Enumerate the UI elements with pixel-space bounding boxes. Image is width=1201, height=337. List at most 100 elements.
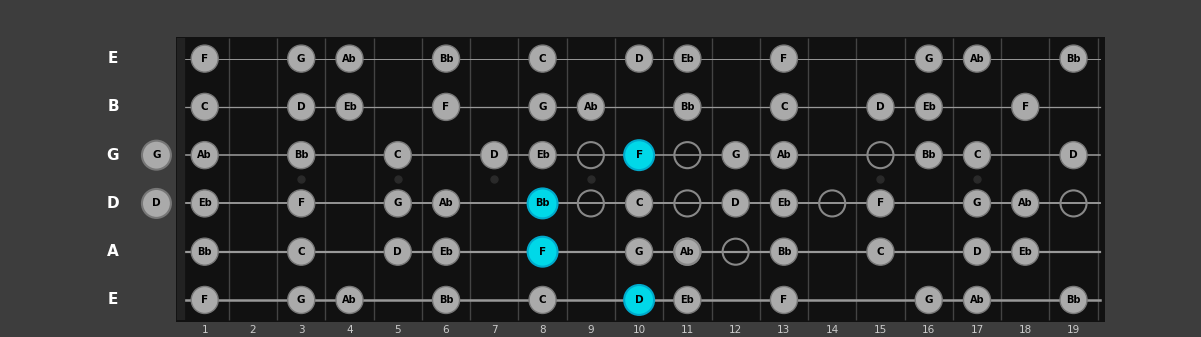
Text: D: D <box>877 102 885 112</box>
Text: Eb: Eb <box>777 198 790 208</box>
Circle shape <box>1060 286 1087 313</box>
Circle shape <box>867 190 894 217</box>
Text: 6: 6 <box>443 325 449 335</box>
Text: E: E <box>108 293 118 307</box>
Circle shape <box>288 45 315 72</box>
Circle shape <box>963 286 991 313</box>
Circle shape <box>915 142 943 168</box>
Circle shape <box>336 93 363 120</box>
Text: E: E <box>108 51 118 66</box>
Text: Bb: Bb <box>197 247 211 257</box>
Circle shape <box>963 45 991 72</box>
Text: C: C <box>973 150 981 160</box>
Text: D: D <box>1069 150 1077 160</box>
Text: D: D <box>973 247 981 257</box>
Text: Eb: Eb <box>681 54 694 64</box>
Text: A: A <box>107 244 119 259</box>
Circle shape <box>722 142 749 168</box>
Circle shape <box>191 45 219 72</box>
Text: 1: 1 <box>202 325 208 335</box>
Text: Ab: Ab <box>438 198 453 208</box>
Text: D: D <box>635 295 644 305</box>
Circle shape <box>432 45 460 72</box>
Text: Eb: Eb <box>440 247 453 257</box>
Text: F: F <box>877 198 884 208</box>
Text: F: F <box>442 102 449 112</box>
Circle shape <box>674 45 701 72</box>
Text: Eb: Eb <box>198 198 211 208</box>
Text: 11: 11 <box>681 325 694 335</box>
Text: Bb: Bb <box>680 102 694 112</box>
Text: 16: 16 <box>922 325 936 335</box>
Circle shape <box>191 286 219 313</box>
Circle shape <box>578 93 604 120</box>
Circle shape <box>530 45 556 72</box>
Text: D: D <box>635 54 644 64</box>
Text: 15: 15 <box>874 325 888 335</box>
Text: Bb: Bb <box>921 150 936 160</box>
Text: D: D <box>153 198 161 208</box>
Text: D: D <box>394 247 402 257</box>
Circle shape <box>142 189 171 218</box>
Text: Ab: Ab <box>584 102 598 112</box>
Text: C: C <box>539 54 546 64</box>
Text: F: F <box>539 247 546 257</box>
Text: Ab: Ab <box>1018 198 1033 208</box>
Text: 14: 14 <box>825 325 838 335</box>
Circle shape <box>527 237 557 267</box>
Text: G: G <box>538 102 546 112</box>
Text: Bb: Bb <box>777 247 791 257</box>
Circle shape <box>191 190 219 217</box>
Text: Ab: Ab <box>342 54 357 64</box>
Text: 13: 13 <box>777 325 790 335</box>
Circle shape <box>530 93 556 120</box>
Text: G: G <box>153 150 161 160</box>
Text: G: G <box>973 198 981 208</box>
Text: G: G <box>925 295 933 305</box>
Text: Eb: Eb <box>681 295 694 305</box>
Circle shape <box>770 286 797 313</box>
Text: F: F <box>201 295 208 305</box>
Circle shape <box>625 285 655 315</box>
Circle shape <box>915 45 943 72</box>
Text: Ab: Ab <box>680 247 694 257</box>
Circle shape <box>674 286 701 313</box>
FancyBboxPatch shape <box>86 0 1115 337</box>
Circle shape <box>530 142 556 168</box>
Text: Ab: Ab <box>777 150 791 160</box>
Circle shape <box>530 286 556 313</box>
Text: D: D <box>297 102 305 112</box>
Text: 4: 4 <box>346 325 353 335</box>
Text: F: F <box>781 54 788 64</box>
Circle shape <box>432 238 460 265</box>
Text: G: G <box>107 148 119 163</box>
Circle shape <box>770 93 797 120</box>
Circle shape <box>915 286 943 313</box>
Text: G: G <box>635 247 644 257</box>
Circle shape <box>626 238 652 265</box>
Circle shape <box>527 188 557 218</box>
Text: G: G <box>925 54 933 64</box>
Circle shape <box>674 238 701 265</box>
Text: D: D <box>731 198 740 208</box>
Text: 9: 9 <box>587 325 594 335</box>
Text: C: C <box>298 247 305 257</box>
Text: F: F <box>298 198 305 208</box>
Text: Bb: Bb <box>438 54 453 64</box>
Circle shape <box>288 286 315 313</box>
Text: 17: 17 <box>970 325 984 335</box>
Text: Eb: Eb <box>536 150 549 160</box>
Circle shape <box>191 238 219 265</box>
Text: 5: 5 <box>394 325 401 335</box>
Circle shape <box>142 141 171 170</box>
Circle shape <box>1011 190 1039 217</box>
Text: G: G <box>297 295 305 305</box>
Text: C: C <box>877 247 884 257</box>
Circle shape <box>963 142 991 168</box>
Circle shape <box>336 45 363 72</box>
Text: 8: 8 <box>539 325 546 335</box>
Circle shape <box>336 286 363 313</box>
Circle shape <box>1011 238 1039 265</box>
Circle shape <box>770 190 797 217</box>
Circle shape <box>432 286 460 313</box>
